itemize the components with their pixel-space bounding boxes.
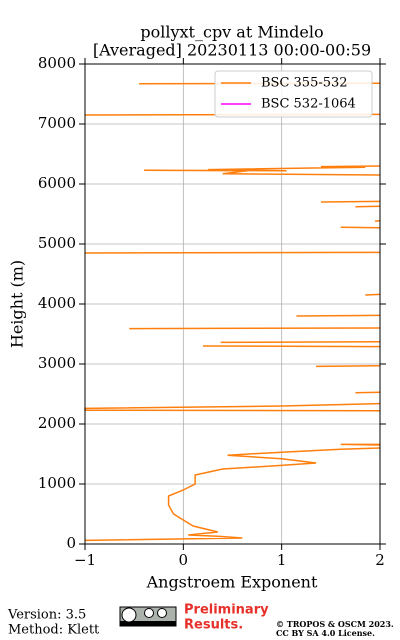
y-tick-label: 1000 bbox=[38, 474, 76, 492]
y-axis-label: Height (m) bbox=[8, 260, 27, 348]
series-line bbox=[84, 82, 381, 542]
x-tick-label: 2 bbox=[375, 551, 385, 569]
y-tick-label: 0 bbox=[66, 534, 76, 552]
x-tick-label: −1 bbox=[74, 551, 96, 569]
copyright: CC BY SA 4.0 License. bbox=[276, 628, 375, 638]
legend-label: BSC 532-1064 bbox=[261, 97, 356, 112]
method: Method: Klett bbox=[8, 623, 100, 638]
x-axis-label: Angstroem Exponent bbox=[146, 573, 318, 592]
chart-title: pollyxt_cpv at Mindelo bbox=[140, 23, 323, 42]
plot-frame bbox=[84, 63, 381, 545]
copyright: © TROPOS & OSCM 2023. bbox=[276, 619, 394, 629]
y-tick-label: 3000 bbox=[38, 354, 76, 372]
y-tick-label: 4000 bbox=[38, 294, 76, 312]
y-tick-label: 6000 bbox=[38, 174, 76, 192]
cc-logo bbox=[119, 606, 177, 627]
y-tick-label: 5000 bbox=[38, 234, 76, 252]
preliminary: Results. bbox=[184, 618, 243, 633]
x-tick-label: 0 bbox=[179, 551, 189, 569]
chart-subtitle: [Averaged] 20230113 00:00-00:59 bbox=[93, 41, 371, 60]
preliminary: Preliminary bbox=[184, 603, 269, 618]
legend-box bbox=[214, 70, 373, 118]
y-tick-label: 8000 bbox=[38, 54, 76, 72]
y-tick-label: 7000 bbox=[38, 114, 76, 132]
legend-label: BSC 355-532 bbox=[261, 76, 348, 91]
y-tick-label: 2000 bbox=[38, 414, 76, 432]
x-tick-label: 1 bbox=[277, 551, 287, 569]
version: Version: 3.5 bbox=[7, 608, 86, 623]
